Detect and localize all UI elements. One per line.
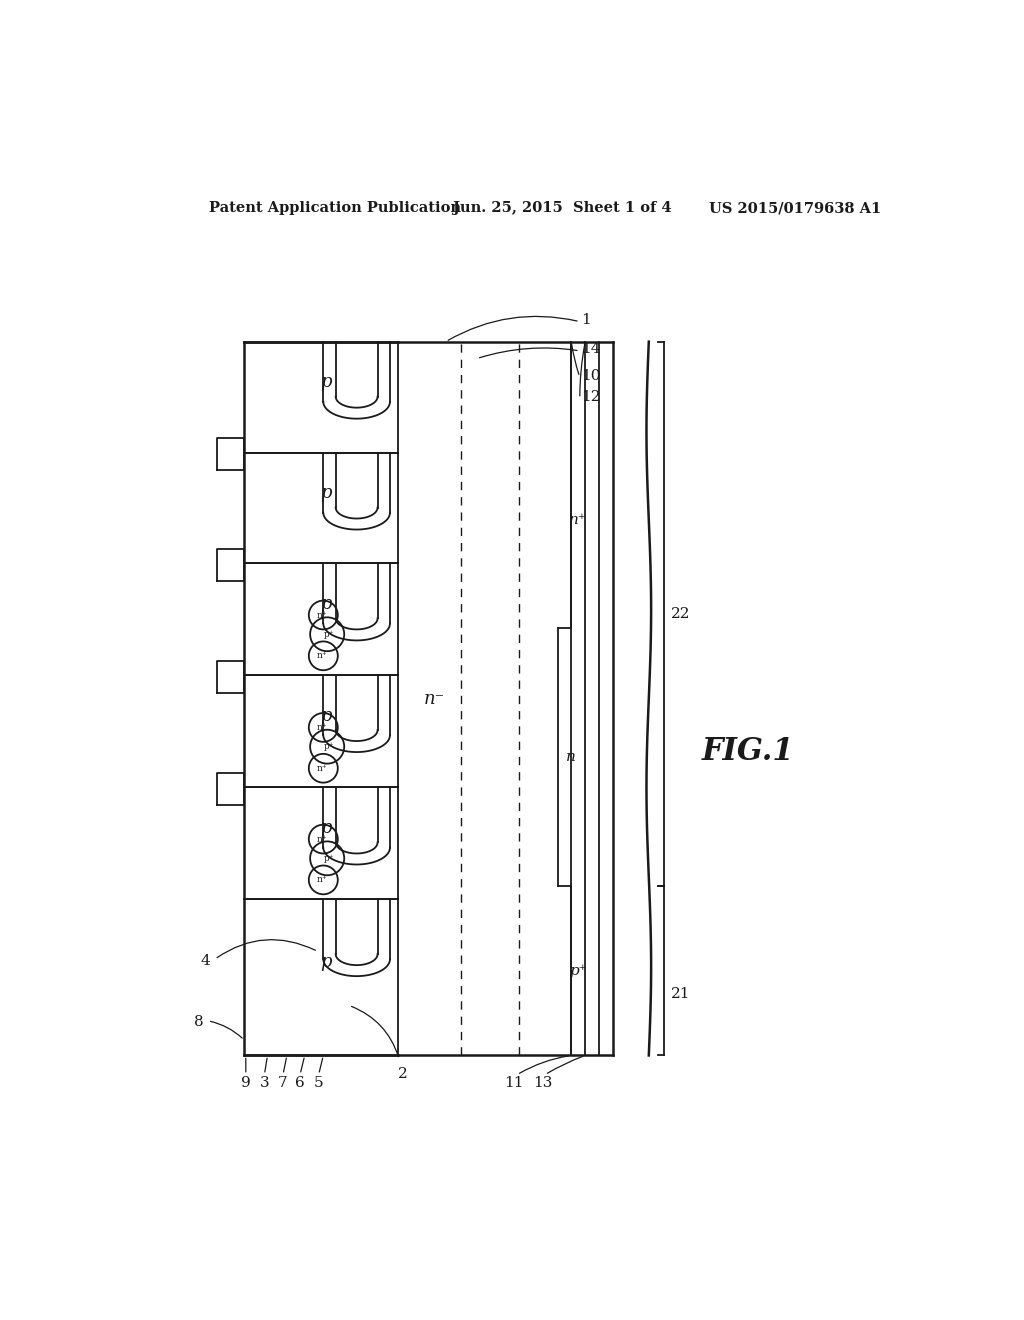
- Text: p: p: [319, 818, 332, 837]
- Text: n⁺: n⁺: [316, 875, 327, 884]
- Text: n⁺: n⁺: [316, 834, 327, 843]
- Text: p⁺: p⁺: [325, 854, 335, 863]
- Text: n⁺: n⁺: [316, 723, 327, 731]
- Text: US 2015/0179638 A1: US 2015/0179638 A1: [710, 202, 882, 215]
- Text: n⁺: n⁺: [316, 651, 327, 660]
- Text: 10: 10: [582, 368, 601, 383]
- Text: p⁺: p⁺: [325, 742, 335, 751]
- Text: 1: 1: [582, 313, 591, 327]
- Text: FIG.1: FIG.1: [701, 735, 795, 767]
- Text: 5: 5: [313, 1076, 324, 1090]
- Text: 3: 3: [260, 1076, 269, 1090]
- Text: 11: 11: [504, 1076, 523, 1090]
- Text: Jun. 25, 2015  Sheet 1 of 4: Jun. 25, 2015 Sheet 1 of 4: [454, 202, 672, 215]
- Text: n⁺: n⁺: [316, 611, 327, 619]
- Text: 13: 13: [532, 1076, 552, 1090]
- Text: p: p: [319, 708, 332, 725]
- Text: 14: 14: [582, 342, 601, 356]
- Text: p: p: [319, 953, 332, 972]
- Text: 2: 2: [398, 1067, 408, 1081]
- Text: 9: 9: [241, 1076, 251, 1090]
- Text: 8: 8: [195, 1015, 204, 1030]
- Text: p⁺: p⁺: [325, 630, 335, 639]
- Text: 22: 22: [671, 607, 690, 620]
- Text: p⁺: p⁺: [569, 964, 587, 978]
- Text: Patent Application Publication: Patent Application Publication: [209, 202, 462, 215]
- Text: p: p: [319, 595, 332, 612]
- Text: 7: 7: [279, 1076, 288, 1090]
- Text: n: n: [566, 751, 577, 764]
- Text: 12: 12: [582, 391, 601, 404]
- Text: 6: 6: [295, 1076, 305, 1090]
- Text: p: p: [319, 372, 332, 391]
- Text: n⁺: n⁺: [569, 513, 587, 527]
- Text: n⁻: n⁻: [424, 690, 444, 708]
- Text: 21: 21: [671, 987, 690, 1001]
- Text: n⁺: n⁺: [316, 764, 327, 772]
- Text: p: p: [319, 483, 332, 502]
- Text: 4: 4: [201, 954, 210, 968]
